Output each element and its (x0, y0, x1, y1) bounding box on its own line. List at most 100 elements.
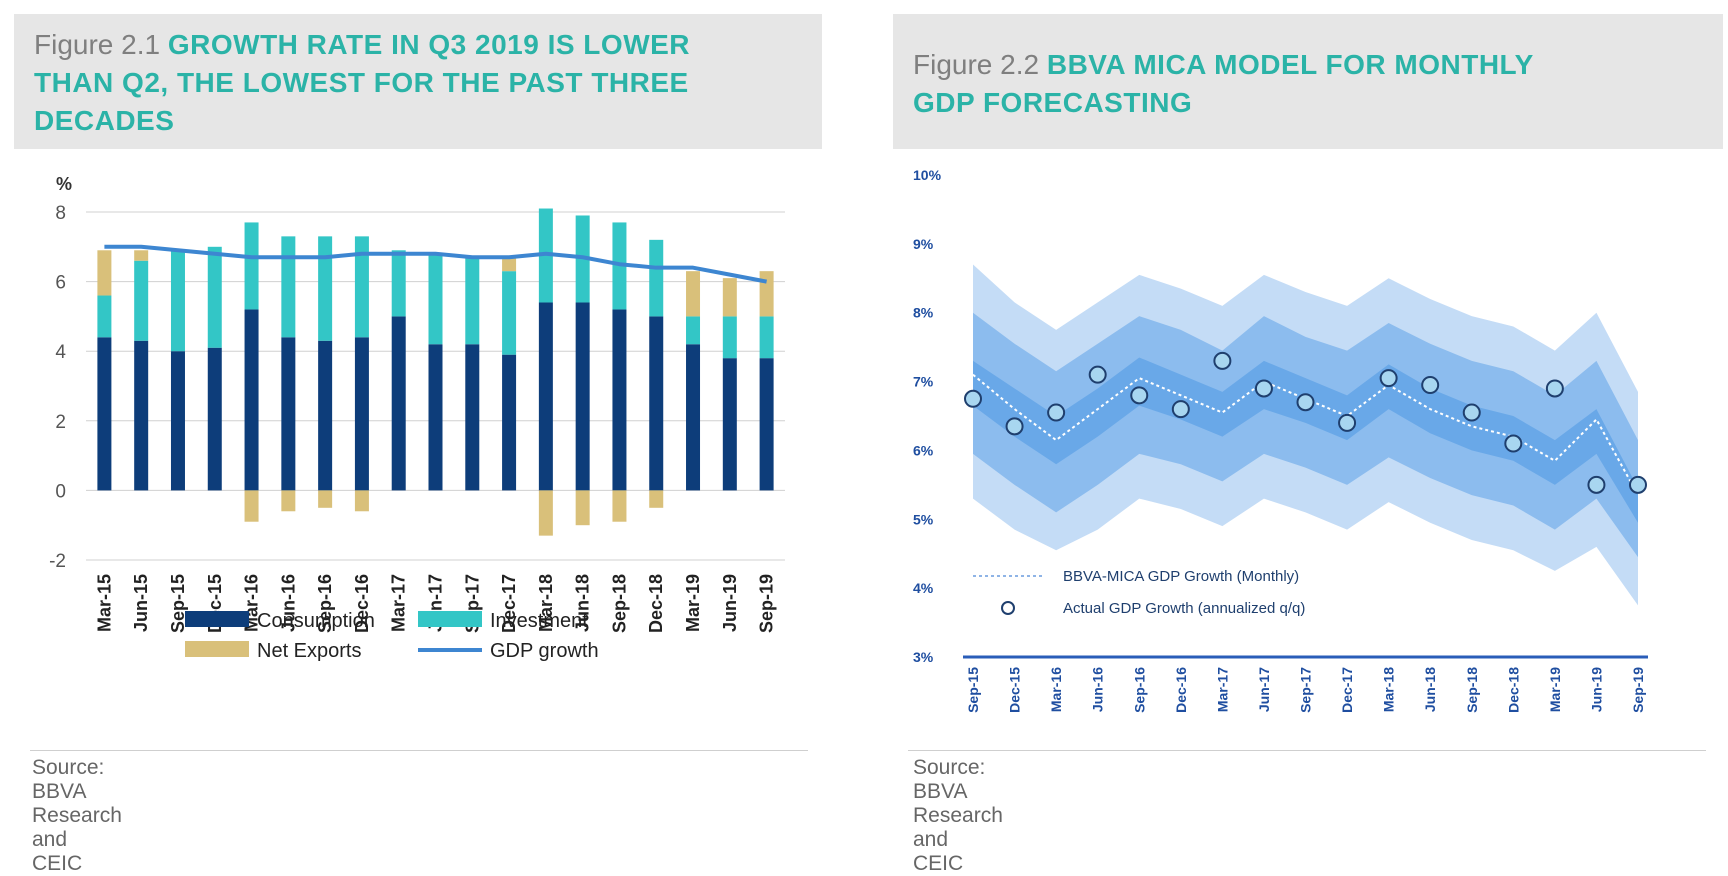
x-tick-label: Mar-18 (536, 574, 556, 632)
bar-investment (722, 316, 737, 359)
actual-gdp-point (1587, 475, 1606, 494)
bar-consumption (538, 302, 553, 491)
bar-net-exports (575, 490, 590, 526)
actual-gdp-point (1171, 400, 1190, 419)
bar-net-exports (759, 271, 774, 317)
bar-consumption (502, 354, 517, 491)
x-tick-label: Dec-17 (1339, 667, 1355, 713)
actual-gdp-point (1047, 403, 1066, 422)
legend-label-consumption: Consumption (257, 610, 375, 632)
bar-consumption (207, 347, 222, 491)
bar-investment (354, 236, 369, 338)
bar-investment (391, 250, 406, 317)
bar-investment (428, 253, 443, 345)
y-tick-label: 10% (913, 167, 942, 183)
x-tick-label: Sep-17 (1298, 667, 1314, 713)
bar-consumption (134, 340, 149, 491)
bar-net-exports (649, 490, 664, 508)
bar-net-exports (502, 257, 517, 272)
bar-consumption (97, 337, 112, 491)
actual-gdp-point (964, 389, 982, 408)
bar-consumption (686, 344, 701, 491)
bar-investment (281, 236, 296, 338)
y-tick-label: 4 (55, 342, 66, 363)
y-tick-label: 7% (913, 374, 934, 390)
legend-swatch-investment (418, 611, 482, 627)
figure-2-2-label: Figure 2.2 (913, 49, 1040, 80)
x-tick-label: Sep-19 (757, 574, 777, 633)
actual-gdp-point (1462, 403, 1481, 422)
bar-consumption (649, 316, 664, 491)
actual-gdp-point (1254, 379, 1273, 398)
x-tick-label: Mar-16 (1048, 667, 1064, 712)
actual-gdp-point (1213, 351, 1232, 370)
figure-2-1-label: Figure 2.1 (34, 29, 161, 60)
bar-investment (134, 260, 149, 341)
x-tick-label: Sep-19 (1630, 667, 1646, 713)
bar-consumption (244, 309, 259, 491)
bar-consumption (612, 309, 627, 491)
y-tick-label: 6 (55, 273, 66, 294)
x-tick-label: Jun-19 (1588, 667, 1604, 712)
bar-consumption (281, 337, 296, 491)
x-tick-label: Mar-19 (683, 574, 703, 632)
bar-net-exports (686, 271, 701, 317)
bar-investment (170, 250, 185, 352)
y-tick-label: 0 (55, 481, 66, 502)
bar-consumption (428, 344, 443, 491)
bar-consumption (170, 351, 185, 491)
y-tick-label: 2 (55, 412, 66, 433)
bar-investment (97, 295, 112, 338)
actual-gdp-point (1296, 393, 1315, 412)
y-axis-unit-label: % (56, 174, 72, 194)
y-tick-label: -2 (49, 551, 66, 572)
x-tick-label: Jun-16 (278, 574, 298, 632)
actual-gdp-point (1379, 369, 1398, 388)
bar-net-exports (538, 490, 553, 536)
figure-2-1-title-line1: GROWTH RATE IN Q3 2019 IS LOWER (167, 29, 691, 60)
actual-gdp-point (1421, 376, 1440, 395)
figure-2-2-title-box (893, 14, 1723, 149)
y-tick-label: 6% (913, 442, 934, 458)
bar-consumption (354, 337, 369, 491)
bar-investment (318, 236, 333, 341)
x-tick-label: Sep-15 (168, 574, 188, 633)
bar-consumption (391, 316, 406, 491)
actual-gdp-point (1088, 365, 1107, 384)
legend-swatch-consumption (185, 611, 249, 627)
bar-consumption (575, 302, 590, 491)
bar-consumption (722, 358, 737, 491)
y-tick-label: 8 (55, 203, 66, 224)
bar-net-exports (318, 490, 333, 508)
figure-2-2-title-line1: BBVA MICA MODEL FOR MONTHLY (1046, 49, 1534, 80)
legend-label-gdp-growth: GDP growth (490, 640, 599, 662)
y-tick-label: 8% (913, 305, 934, 321)
figure-2-1-source-rule (30, 750, 808, 751)
figure-2-1-title-line3: DECADES (34, 105, 175, 136)
bar-investment (649, 239, 664, 317)
bar-net-exports (612, 490, 627, 522)
x-tick-label: Dec-18 (1505, 667, 1521, 713)
figure-2-1-source: Source: BBVA Research and CEIC (32, 756, 122, 875)
bar-consumption (465, 344, 480, 491)
x-tick-label: Mar-19 (1547, 667, 1563, 712)
bar-investment (244, 222, 259, 310)
y-tick-label: 4% (913, 580, 934, 596)
bar-consumption (318, 340, 333, 491)
x-tick-label: Sep-18 (1464, 667, 1480, 713)
legend-label-net-exports: Net Exports (257, 640, 361, 662)
bar-investment (465, 257, 480, 345)
legend-swatch-net-exports (185, 641, 249, 657)
actual-gdp-point (1545, 379, 1564, 398)
legend-swatch-actual-gdp (1001, 601, 1015, 615)
figure-2-1-title-box (14, 14, 822, 149)
bar-net-exports (244, 490, 259, 522)
x-tick-label: Jun-17 (1256, 667, 1272, 712)
x-tick-label: Jun-19 (720, 574, 740, 632)
bar-consumption (759, 358, 774, 491)
figure-2-2-chart: 10% 9% 8% 7% 6% 5% 4% 3% Sep-15 Dec-15 Mar-16 Jun-1… (913, 167, 1648, 713)
bar-net-exports (134, 250, 149, 261)
x-tick-label: Sep-16 (315, 574, 335, 633)
figure-2-2-title: Figure 2.2 BBVA MICA MODEL FOR MONTHLY G… (913, 46, 1703, 122)
x-tick-label: Mar-17 (389, 574, 409, 632)
